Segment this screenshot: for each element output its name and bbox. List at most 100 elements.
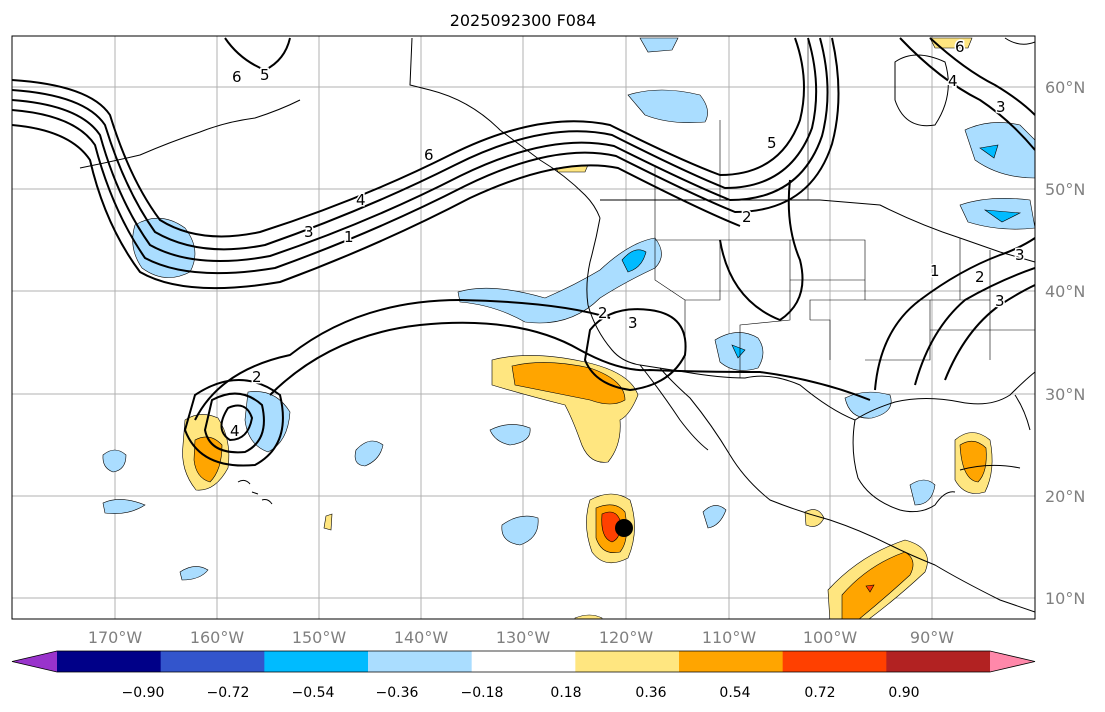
neg-region-hudson xyxy=(964,122,1035,179)
aleutian-contour xyxy=(224,37,291,72)
pos-core-hawaii xyxy=(193,436,223,483)
neg-region-pacific-small-5 xyxy=(501,515,539,546)
contour-label: 2 xyxy=(742,208,752,226)
contour-label: 1 xyxy=(930,262,940,280)
pos-region-small-2 xyxy=(323,513,333,531)
colorbar xyxy=(11,650,1036,673)
neg-region-pacific-small-7 xyxy=(179,566,209,581)
contour-label-group: 6 5 6 4 3 1 5 2 1 2 3 2 3 2 4 3 6 3 4 xyxy=(229,37,1027,442)
west-coast-na xyxy=(586,217,641,366)
jet-contour-2 xyxy=(12,37,818,251)
map-content: 6 5 6 4 3 1 5 2 1 2 3 2 3 2 4 3 6 3 4 xyxy=(12,36,1035,619)
colorbar-tick-label: −0.72 xyxy=(207,685,250,701)
state-borders xyxy=(654,38,1035,378)
lon-tick-label: 140°W xyxy=(394,628,449,647)
jet-contour-5 xyxy=(12,124,741,290)
contour-label: 3 xyxy=(995,292,1005,310)
cutoff-low-pacific-2 xyxy=(194,298,611,421)
contour-label: 4 xyxy=(230,422,240,440)
figure-title: 2025092300 F084 xyxy=(450,11,597,30)
colorbar-tick-label: 0.18 xyxy=(550,685,581,701)
state-lines-central xyxy=(790,239,931,361)
neg-region-hawaii-east xyxy=(244,391,291,453)
coastlines xyxy=(79,37,1035,613)
contour-label: 4 xyxy=(948,72,958,90)
contour-label: 5 xyxy=(260,66,270,84)
colorbar-segment xyxy=(368,651,473,672)
neg-region-pacific-small-4 xyxy=(102,499,146,514)
pos-core-gulf-east xyxy=(959,440,987,483)
lat-tick-label: 30°N xyxy=(1045,385,1085,404)
colorbar-extend-min xyxy=(12,651,57,672)
pos-region-small-5 xyxy=(574,614,603,619)
neg-region-gulf-alaska xyxy=(639,37,679,53)
jet-contour-1 xyxy=(12,37,805,238)
east-trough-2 xyxy=(914,267,1035,386)
contour-label: 6 xyxy=(424,146,434,164)
neg-region-ne-pacific xyxy=(627,89,708,123)
neg-region-gulf-mexico-south xyxy=(909,479,936,506)
colorbar-tick-label: −0.90 xyxy=(122,685,165,701)
contour-label: 6 xyxy=(232,68,242,86)
lon-tick-label: 150°W xyxy=(292,628,347,647)
lon-tick-label: 90°W xyxy=(910,628,954,647)
aleutians xyxy=(79,99,301,169)
colorbar-segment xyxy=(57,651,162,672)
contour-label: 3 xyxy=(304,223,314,241)
cuba-florida xyxy=(959,394,1031,471)
neg-core-great-lakes xyxy=(983,209,1022,223)
colorbar-tick-label: −0.36 xyxy=(376,685,419,701)
colorbar-tick-label: 0.36 xyxy=(635,685,666,701)
contour-label: 3 xyxy=(1015,246,1025,264)
california-low xyxy=(583,308,687,392)
lon-tick-label: 130°W xyxy=(496,628,551,647)
shaded-anomalies xyxy=(102,37,1035,619)
lat-tick-label: 10°N xyxy=(1045,589,1085,608)
ridge-west-1 xyxy=(719,179,804,322)
contour-label: 4 xyxy=(356,191,366,209)
colorbar-segment xyxy=(575,651,680,672)
contours xyxy=(12,37,1035,467)
neg-region-pacific-small-2 xyxy=(354,440,384,467)
colorbar-tick-label: 0.54 xyxy=(719,685,750,701)
lon-axis-labels: 170°W 160°W 150°W 140°W 130°W 120°W 110°… xyxy=(88,628,954,647)
hawaii-low-2 xyxy=(203,392,265,454)
hawaii-low-3 xyxy=(183,379,284,467)
contour-label: 3 xyxy=(996,98,1006,116)
lon-tick-label: 170°W xyxy=(88,628,143,647)
cutoff-low-pacific xyxy=(269,321,871,401)
lon-tick-label: 120°W xyxy=(599,628,654,647)
colorbar-segment xyxy=(471,651,576,672)
lat-tick-label: 50°N xyxy=(1045,180,1085,199)
neg-region-pacific-small-1 xyxy=(489,424,531,446)
storm-center-marker xyxy=(615,519,633,537)
contour-label: 3 xyxy=(628,314,638,332)
contour-label: 1 xyxy=(344,228,354,246)
contour-label: 2 xyxy=(252,368,262,386)
state-lines-east xyxy=(930,238,1035,360)
colorbar-segment xyxy=(782,651,887,672)
us-southern-border xyxy=(639,364,856,421)
gridlines xyxy=(12,36,1035,619)
lat-tick-label: 20°N xyxy=(1045,487,1085,506)
neg-core-four-corners xyxy=(731,344,746,359)
colorbar-tick-label: −0.18 xyxy=(461,685,504,701)
pos-core-subtropical-jet xyxy=(511,362,626,405)
canada-us-border xyxy=(600,199,1035,263)
colorbar-segment xyxy=(679,651,784,672)
colorbar-tick-label: −0.54 xyxy=(292,685,335,701)
lat-axis-labels: 60°N 50°N 40°N 30°N 20°N 10°N xyxy=(1045,78,1085,608)
contour-label: 2 xyxy=(975,268,985,286)
contour-label: 2 xyxy=(598,304,608,322)
hawaii-islands xyxy=(237,479,273,505)
colorbar-tick-label: 0.72 xyxy=(804,685,835,701)
colorbar-segment xyxy=(264,651,369,672)
colorbar-tick-labels: −0.90 −0.72 −0.54 −0.36 −0.18 0.18 0.36 … xyxy=(122,685,920,701)
colorbar-segment xyxy=(886,651,991,672)
jet-contour-3 xyxy=(12,37,829,262)
pos-dot-east-pacific xyxy=(865,584,875,593)
lon-tick-label: 100°W xyxy=(803,628,858,647)
northeast-contour-1 xyxy=(899,37,1035,151)
hawaii-low-1 xyxy=(220,404,254,442)
